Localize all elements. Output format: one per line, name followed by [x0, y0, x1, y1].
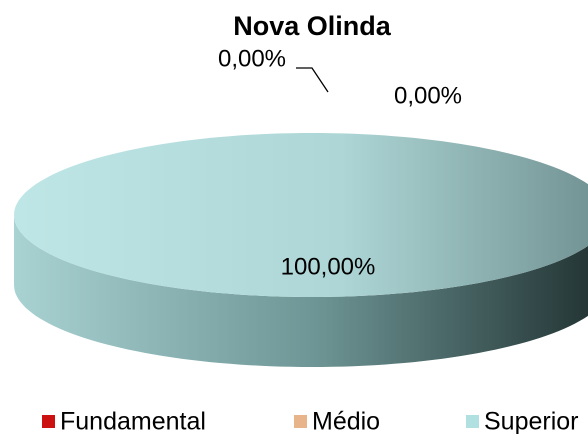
- legend-label: Fundamental: [60, 408, 206, 434]
- legend-swatch: [466, 415, 479, 428]
- data-label: 100,00%: [281, 253, 376, 280]
- data-label: 0,00%: [394, 82, 462, 109]
- data-label: 0,00%: [218, 45, 286, 72]
- slice: [14, 133, 588, 297]
- chart-title: Nova Olinda: [233, 11, 392, 41]
- legend-swatch: [294, 415, 307, 428]
- slice-side: [14, 215, 588, 367]
- leader-line: [296, 67, 329, 93]
- legend-swatch: [42, 415, 55, 428]
- legend-label: Médio: [312, 408, 380, 434]
- legend-label: Superior: [484, 408, 579, 434]
